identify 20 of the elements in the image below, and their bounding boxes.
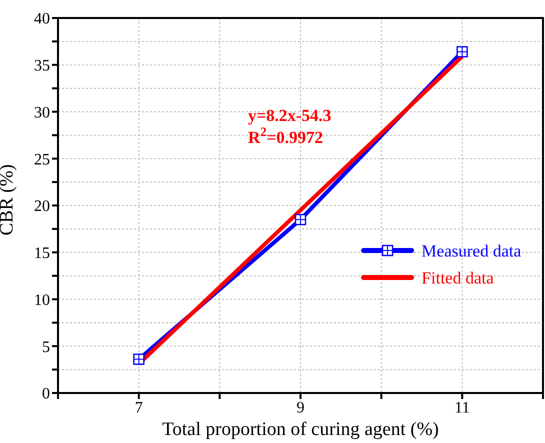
point bbox=[133, 354, 144, 365]
y-tick-label: 30 bbox=[34, 104, 50, 122]
legend-label: Measured data bbox=[422, 242, 522, 260]
y-tick-label: 25 bbox=[34, 151, 50, 168]
y-tick-label: 15 bbox=[34, 245, 50, 262]
x-tick-label: 7 bbox=[134, 399, 143, 416]
y-tick-label: 0 bbox=[42, 386, 50, 403]
y-tick-label: 20 bbox=[34, 198, 50, 216]
annotation: R$^{2}$=0.9972 bbox=[248, 125, 324, 148]
point bbox=[456, 46, 468, 58]
x-tick-label: 11 bbox=[454, 399, 470, 416]
x-axis-title: Total proportion of curing agent (%) bbox=[162, 419, 439, 440]
annotation: y=8.2x-54.3 bbox=[248, 106, 332, 126]
y-tick-label: 10 bbox=[34, 292, 50, 309]
y-tick-label: 35 bbox=[34, 58, 50, 75]
x-tick-label: 9 bbox=[296, 399, 304, 416]
y-tick-label: 40 bbox=[34, 10, 50, 28]
y-tick-label: 5 bbox=[42, 338, 50, 356]
point bbox=[294, 214, 306, 226]
legend-label: Fitted data bbox=[422, 268, 494, 288]
